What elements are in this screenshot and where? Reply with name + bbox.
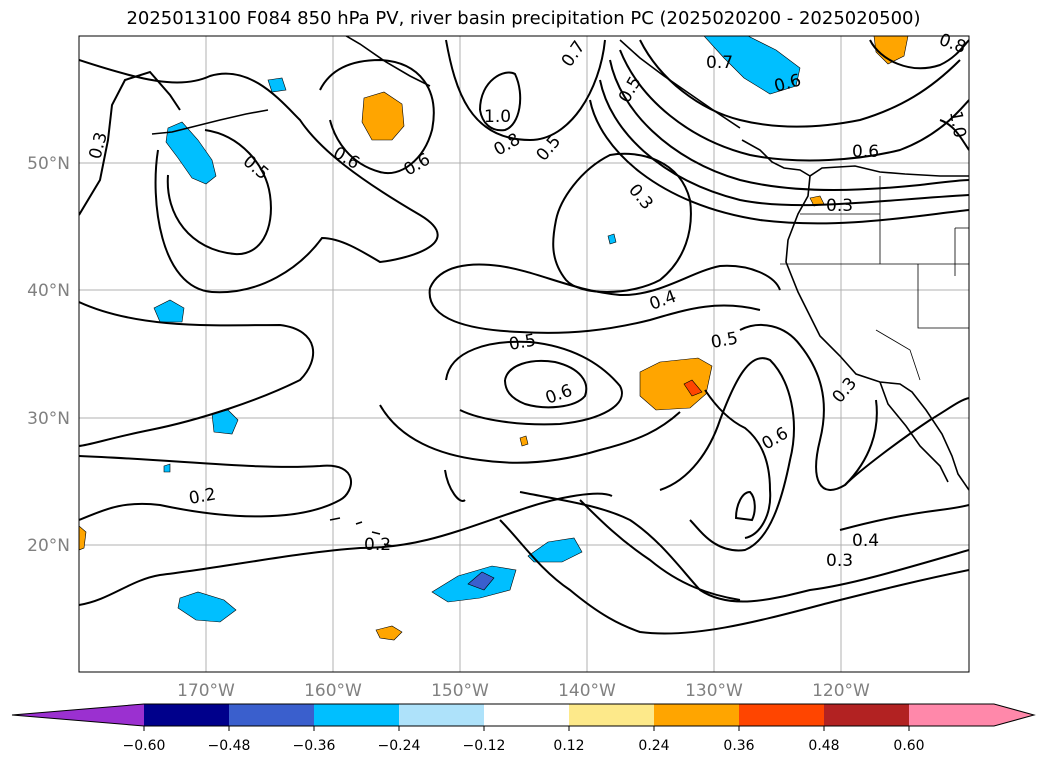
state-borders [780, 176, 969, 381]
precip-patch-positive [519, 435, 529, 447]
map-title: 2025013100 F084 850 hPa PV, river basin … [126, 8, 921, 29]
colorbar-segment [314, 704, 399, 726]
colorbar-tick-label: −0.60 [123, 738, 166, 754]
precip-patch-negative-strong [467, 571, 495, 591]
lat-label: 30°N [27, 409, 70, 429]
colorbar-segment [484, 704, 569, 726]
lon-axis-labels: 170°W 160°W 150°W 140°W 130°W 120°W [177, 681, 870, 701]
colorbar-segment [739, 704, 824, 726]
contour-label: 0.3 [826, 551, 853, 571]
precip-patch-positive [639, 357, 713, 411]
colorbar-extend-high [994, 704, 1034, 726]
colorbar-segment [824, 704, 909, 726]
contour-label: 0.8 [936, 30, 968, 58]
colorbar-segment [144, 704, 229, 726]
colorbar-tick-label: 0.48 [808, 738, 839, 754]
precip-patch-negative [267, 77, 287, 93]
contour-label: 0.3 [86, 130, 112, 161]
lon-label: 160°W [304, 681, 362, 701]
lon-label: 120°W [812, 681, 870, 701]
coastlines [151, 36, 969, 547]
lon-label: 140°W [558, 681, 616, 701]
colorbar-segment [909, 704, 994, 726]
colorbar-tick-label: 0.12 [553, 738, 584, 754]
lon-label: 130°W [685, 681, 743, 701]
precip-patch-negative [527, 537, 583, 563]
precip-patch-positive [375, 625, 403, 641]
contour-label: 0.3 [826, 196, 853, 216]
contour-label: 0.6 [852, 142, 879, 162]
contour-label: 1.0 [945, 109, 969, 139]
contour-label: 0.7 [558, 37, 590, 71]
lon-label: 170°W [177, 681, 235, 701]
lat-label: 50°N [27, 154, 70, 174]
contour-label: 0.6 [401, 149, 434, 180]
colorbar-tick-label: 0.36 [723, 738, 754, 754]
lat-label: 40°N [27, 281, 70, 301]
colorbar-tick-label: −0.24 [378, 738, 421, 754]
precip-patch-negative [177, 591, 237, 623]
colorbar-tick-label: 0.24 [638, 738, 669, 754]
contour-label: 0.6 [330, 143, 363, 174]
lon-label: 150°W [431, 681, 489, 701]
precip-patch-positive-strong [683, 379, 703, 397]
contour-label: 0.7 [706, 53, 733, 73]
precip-patch-negative [165, 121, 217, 185]
contour-label: 0.5 [709, 329, 739, 353]
precip-patch-negative [607, 233, 617, 245]
contour-label: 0.5 [239, 152, 273, 185]
colorbar-tick-label: −0.48 [208, 738, 251, 754]
colorbar: −0.60 −0.48 −0.36 −0.24 −0.12 0.12 0.24 0.36 0.4… [11, 703, 1036, 754]
precip-patch-negative [703, 36, 801, 95]
contour-label: 0.5 [615, 73, 646, 106]
contour-label: 0.2 [187, 485, 217, 509]
precip-patch-negative [163, 463, 171, 473]
contour-label: 0.2 [364, 535, 391, 555]
precip-patch-positive [79, 525, 87, 551]
colorbar-segment [399, 704, 484, 726]
lat-label: 20°N [27, 536, 70, 556]
colorbar-tick-label: −0.36 [293, 738, 336, 754]
precip-patches [79, 36, 909, 641]
contour-label: 0.4 [852, 531, 879, 551]
pv-contours [79, 39, 969, 635]
contour-label: 0.5 [507, 331, 537, 355]
contour-label: 0.3 [624, 180, 657, 214]
contour-label: 0.3 [829, 374, 862, 408]
colorbar-segment [229, 704, 314, 726]
colorbar-extend-low [12, 704, 144, 726]
precip-patch-positive [361, 91, 405, 141]
contour-label: 0.8 [491, 129, 524, 160]
colorbar-tick-label: −0.12 [463, 738, 506, 754]
colorbar-segment [654, 704, 739, 726]
precip-patch-negative [153, 299, 185, 323]
lat-axis-labels: 50°N 40°N 30°N 20°N [27, 154, 70, 556]
colorbar-tick-label: 0.60 [893, 738, 924, 754]
map-frame [78, 35, 970, 673]
contour-label: 0.6 [759, 423, 792, 454]
contour-label: 1.0 [484, 107, 511, 127]
contour-label: 0.5 [533, 132, 566, 166]
colorbar-segment [569, 704, 654, 726]
